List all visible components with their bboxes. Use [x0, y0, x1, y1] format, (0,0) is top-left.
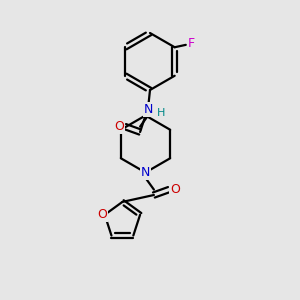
Text: N: N — [144, 103, 153, 116]
Text: H: H — [157, 108, 165, 118]
Text: O: O — [170, 183, 180, 196]
Text: O: O — [114, 120, 124, 133]
Text: F: F — [188, 37, 195, 50]
Text: O: O — [98, 208, 107, 221]
Text: N: N — [141, 166, 150, 179]
